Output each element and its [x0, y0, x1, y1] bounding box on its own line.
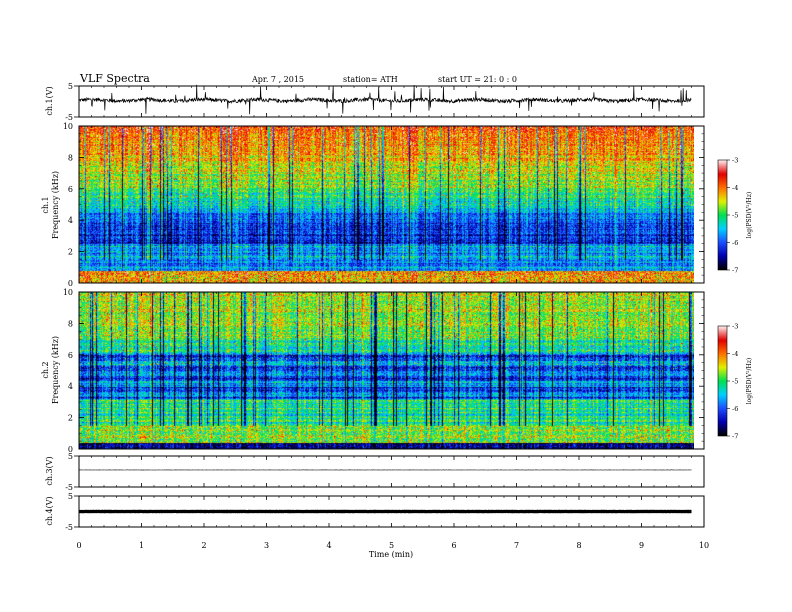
y-tick-label: 0: [68, 279, 73, 288]
y-tick-label: 10: [63, 122, 73, 131]
ch2-spectrogram-panel: 0 2 4 6 8 10 ch.2 Frequency (kHz): [41, 288, 705, 454]
x-tick-label: 1: [139, 541, 144, 550]
ch4-ytick-top: 5: [68, 492, 73, 501]
figure-title: VLF Spectra: [79, 72, 150, 85]
ch1-waveform-panel: 5 -5 ch.1(V): [45, 82, 705, 122]
header-start-time: start UT = 21: 0 : 0: [438, 75, 517, 84]
colorbar-tick-label: -5: [732, 212, 738, 220]
ch4-waveform-panel: 5 -5 ch.4(V): [45, 492, 705, 532]
ch1-colorbar-gradient: [718, 160, 727, 270]
y-tick-label: 6: [68, 185, 73, 194]
y-tick-label: 0: [68, 445, 73, 454]
x-tick-label: 7: [514, 541, 519, 550]
ch3-waveform-panel: 5 -5 ch.3(V): [45, 452, 705, 492]
ch2-channel-label: ch.2: [41, 361, 50, 378]
x-tick-label: 5: [389, 541, 394, 550]
colorbar-tick-label: -3: [732, 323, 738, 331]
ch2-colorbar: -3 -4 -5 -6 -7 log(PSD(V²/Hz): [717, 323, 753, 441]
ch1-frequency-label: Frequency (kHz): [51, 171, 60, 239]
ch2-colorbar-ticks: -3 -4 -5 -6 -7: [727, 323, 738, 441]
header-station: station= ATH: [343, 75, 398, 84]
ch2-frequency-label: Frequency (kHz): [51, 336, 60, 404]
colorbar-tick-label: -7: [732, 433, 738, 441]
x-tick-label: 10: [699, 541, 709, 550]
x-tick-label: 4: [326, 541, 331, 550]
ch1-ytick-bottom: -5: [65, 113, 73, 122]
ch3-waveform-trace: [74, 455, 692, 488]
y-tick-label: 4: [68, 382, 73, 391]
ch1-channel-label: ch.1: [41, 196, 50, 213]
x-tick-label: 6: [451, 541, 456, 550]
colorbar-tick-label: -6: [732, 239, 738, 247]
x-tick-label: 9: [639, 541, 644, 550]
y-tick-label: 8: [68, 319, 73, 328]
ch1-colorbar-label: log(PSD(V²/Hz): [746, 192, 753, 239]
y-tick-label: 4: [68, 216, 73, 225]
ch1-ytick-top: 5: [68, 82, 73, 91]
colorbar-tick-label: -6: [732, 405, 738, 413]
ch1-colorbar-ticks: -3 -4 -5 -6 -7: [727, 157, 738, 275]
ch1-ylabel: ch.1(V): [45, 86, 54, 115]
colorbar-tick-label: -7: [732, 267, 738, 275]
ch1-colorbar: -3 -4 -5 -6 -7 log(PSD(V²/Hz): [717, 157, 753, 275]
y-tick-label: 8: [68, 153, 73, 162]
colorbar-tick-label: -3: [732, 157, 738, 165]
ch1-frequency-ticks: 0 2 4 6 8 10: [63, 122, 704, 288]
y-tick-label: 2: [68, 248, 73, 257]
x-axis-ticks: [78, 86, 705, 527]
ch1-spectrogram-image: [79, 126, 694, 283]
x-axis-label: Time (min): [369, 550, 413, 559]
ch4-ylabel: ch.4(V): [45, 496, 54, 525]
ch2-colorbar-gradient: [718, 326, 727, 436]
ch3-ytick-bottom: -5: [65, 483, 73, 492]
waveform-line: [79, 84, 692, 115]
x-tick-label: 2: [201, 541, 206, 550]
ch3-ylabel: ch.3(V): [45, 456, 54, 485]
ch2-frequency-ticks: 0 2 4 6 8 10: [63, 288, 704, 454]
header-date: Apr. 7 , 2015: [251, 75, 304, 84]
colorbar-tick-label: -4: [732, 184, 738, 192]
x-axis-tick-labels: 0 1 2 3 4 5 6 7 8 9 10: [76, 541, 709, 550]
y-tick-label: 6: [68, 351, 73, 360]
ch1-waveform-trace: [74, 84, 692, 118]
y-tick-label: 2: [68, 414, 73, 423]
ch3-ytick-top: 5: [68, 452, 73, 461]
ch4-waveform-trace: [74, 495, 692, 528]
colorbar-tick-label: -4: [732, 350, 738, 358]
ch2-spectrogram-image: [79, 292, 694, 449]
y-tick-label: 10: [63, 288, 73, 297]
ch2-colorbar-label: log(PSD(V²/Hz): [746, 358, 753, 405]
ch4-ytick-bottom: -5: [65, 523, 73, 532]
ch1-spectrogram-panel: 0 2 4 6 8 10 ch.1 Frequency (kHz): [41, 122, 705, 288]
colorbar-tick-label: -5: [732, 378, 738, 386]
x-tick-label: 3: [264, 541, 269, 550]
x-tick-label: 8: [576, 541, 581, 550]
ch3-panel-frame: [78, 455, 705, 488]
x-tick-label: 0: [76, 541, 81, 550]
